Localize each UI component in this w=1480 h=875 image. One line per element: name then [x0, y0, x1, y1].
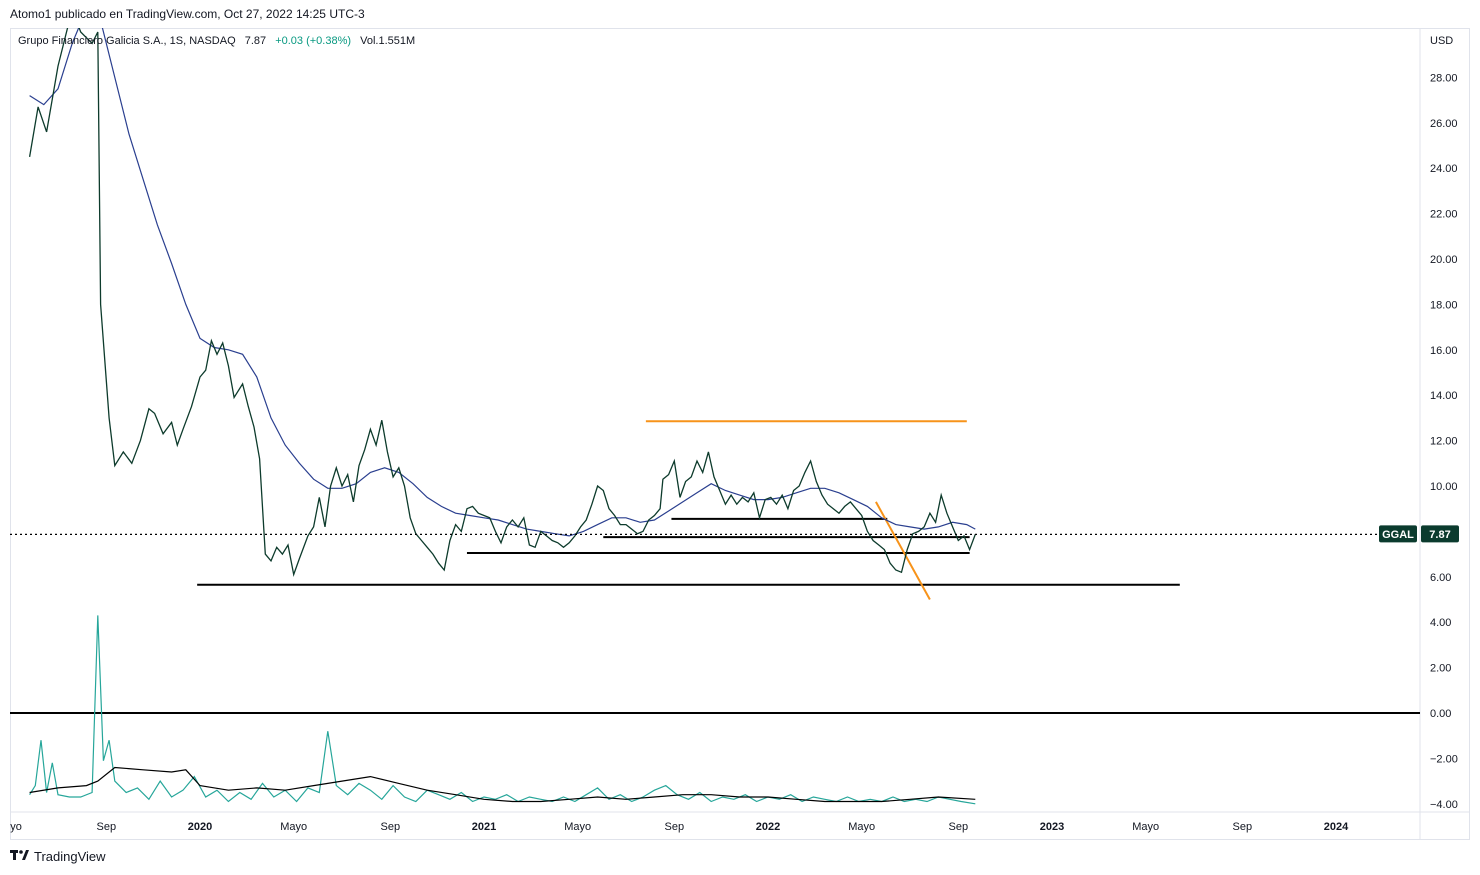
- x-tick-label: yo: [10, 821, 22, 833]
- y-tick-label: 20.00: [1430, 254, 1458, 266]
- y-tick-label: 22.00: [1430, 209, 1458, 221]
- price-badge-text: 7.87: [1429, 529, 1450, 541]
- y-tick-label: 28.00: [1430, 72, 1458, 84]
- plot-area: [10, 28, 1420, 805]
- x-tick-label: Mayo: [564, 821, 591, 833]
- y-tick-label: −2.00: [1430, 753, 1458, 765]
- x-tick-label: 2022: [756, 821, 780, 833]
- x-tick-label: Mayo: [280, 821, 307, 833]
- x-tick-label: 2021: [472, 821, 496, 833]
- oscillator-series-line: [29, 615, 976, 805]
- legend-price: 7.87: [244, 35, 267, 47]
- y-tick-label: 14.00: [1430, 390, 1458, 402]
- y-tick-label: 16.00: [1430, 345, 1458, 357]
- y-tick-label: 2.00: [1430, 663, 1451, 675]
- y-tick-label: 24.00: [1430, 163, 1458, 175]
- legend-symbol-name: Grupo Financiero Galicia S.A., 1S, NASDA…: [18, 35, 236, 47]
- x-tick-label: Sep: [96, 821, 116, 833]
- x-tick-label: 2024: [1324, 821, 1349, 833]
- symbol-badge-bg: [1379, 525, 1417, 543]
- y-tick-label: 12.00: [1430, 436, 1458, 448]
- x-tick-label: Sep: [948, 821, 968, 833]
- y-tick-label: 4.00: [1430, 617, 1451, 629]
- chart-frame: [10, 28, 1470, 840]
- x-tick-label: Sep: [380, 821, 400, 833]
- brand-name: TradingView: [34, 849, 106, 864]
- x-tick-label: Mayo: [848, 821, 875, 833]
- legend-change: +0.03 (+0.38%): [275, 35, 352, 47]
- x-tick-label: 2020: [188, 821, 212, 833]
- y-tick-label: 10.00: [1430, 481, 1458, 493]
- oscillator-average-line: [29, 766, 976, 803]
- publisher-header: Atomo1 publicado en TradingView.com, Oct…: [10, 7, 365, 21]
- brand[interactable]: TradingView: [10, 849, 106, 864]
- y-tick-label: 0.00: [1430, 708, 1451, 720]
- price-badge-bg: [1421, 525, 1459, 543]
- symbol-badge-text: GGAL: [1382, 529, 1414, 541]
- trend-line: [875, 501, 931, 600]
- y-tick-label: 6.00: [1430, 572, 1451, 584]
- price-series-line: [28, 28, 976, 577]
- moving-average-line: [29, 28, 976, 537]
- x-tick-label: Mayo: [1132, 821, 1159, 833]
- y-tick-label: −4.00: [1430, 799, 1458, 811]
- tradingview-logo-icon: [10, 849, 30, 864]
- x-tick-label: 2023: [1040, 821, 1064, 833]
- x-tick-label: Sep: [664, 821, 684, 833]
- chart-legend: Grupo Financiero Galicia S.A., 1S, NASDA…: [18, 35, 421, 47]
- y-tick-label: 26.00: [1430, 118, 1458, 130]
- y-tick-label: 18.00: [1430, 299, 1458, 311]
- currency-label: USD: [1430, 35, 1453, 47]
- x-tick-label: Sep: [1232, 821, 1252, 833]
- legend-volume: Vol.1.551M: [360, 35, 416, 47]
